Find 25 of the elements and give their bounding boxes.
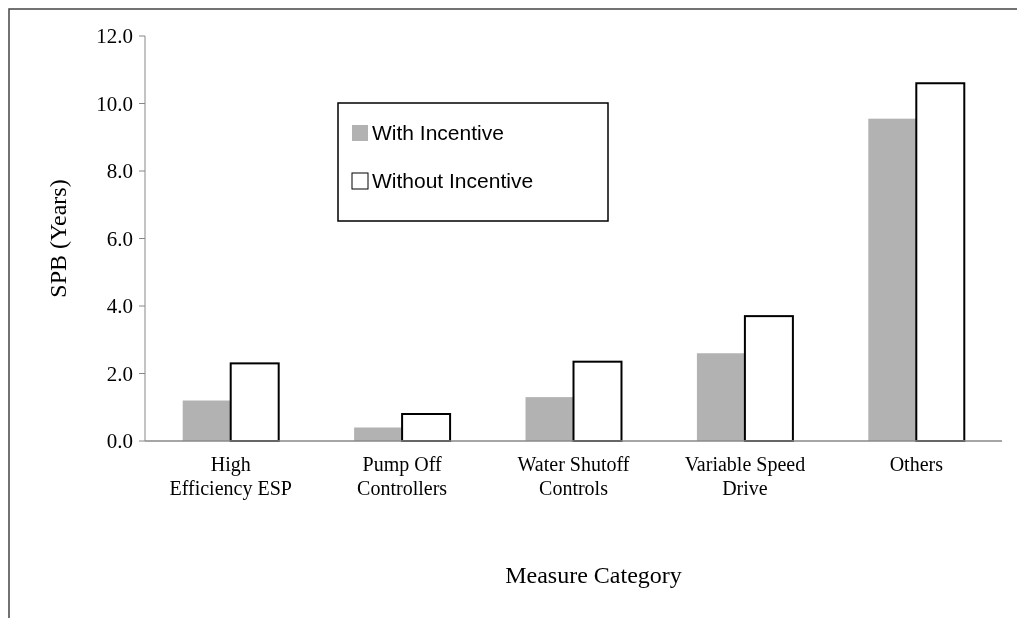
bar	[696, 353, 745, 441]
bar	[572, 360, 623, 442]
bar	[868, 118, 917, 441]
bar	[525, 397, 574, 441]
y-tick-label: 12.0	[96, 24, 133, 49]
legend-label: With Incentive	[372, 121, 504, 145]
x-tick-label: Variable Speed Drive	[684, 453, 806, 499]
x-tick-label: Pump Off Controllers	[357, 453, 448, 499]
y-tick-label: 4.0	[106, 294, 133, 319]
bar	[743, 315, 794, 442]
y-tick-label: 2.0	[106, 361, 133, 386]
bar	[915, 82, 966, 442]
legend-label: Without Incentive	[372, 169, 534, 193]
bar	[401, 413, 452, 442]
y-tick-label: 10.0	[96, 91, 133, 116]
y-axis-title: SPB (Years)	[45, 179, 71, 298]
bar	[182, 400, 231, 441]
y-tick-label: 0.0	[106, 429, 133, 454]
bar	[229, 362, 280, 442]
x-tick-label: Others	[889, 453, 944, 475]
x-axis-title: Measure Category	[505, 562, 682, 588]
x-tick-label: High Efficiency ESP	[169, 453, 292, 500]
y-tick-label: 8.0	[106, 159, 133, 184]
x-tick-label: Water Shutoff Controls	[517, 453, 630, 499]
y-tick-label: 6.0	[106, 226, 133, 251]
